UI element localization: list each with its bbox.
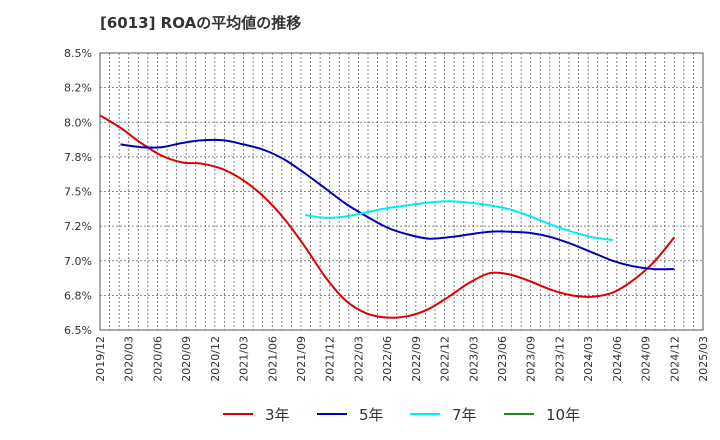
legend-item: 10年 xyxy=(504,402,580,426)
y-tick-label: 7.8% xyxy=(64,151,92,164)
x-tick-label: 2024/03 xyxy=(582,336,595,382)
series-line-2 xyxy=(120,138,675,271)
x-tick-label: 2024/06 xyxy=(611,336,624,382)
legend-item: 7年 xyxy=(410,402,477,426)
x-tick-label: 2022/12 xyxy=(439,336,452,382)
series-line-3 xyxy=(304,200,613,241)
y-tick-label: 6.8% xyxy=(64,289,92,302)
x-tick-label: 2024/12 xyxy=(668,336,681,382)
y-tick-label: 7.0% xyxy=(64,255,92,268)
y-tick-label: 8.5% xyxy=(64,47,92,60)
legend-swatch xyxy=(504,413,534,415)
x-tick-label: 2020/03 xyxy=(123,336,136,382)
y-tick-label: 6.5% xyxy=(64,324,92,337)
chart-title: [6013] ROAの平均値の推移 xyxy=(100,14,302,32)
x-tick-label: 2022/03 xyxy=(352,336,365,382)
x-tick-label: 2021/09 xyxy=(295,336,308,382)
x-tick-label: 2024/09 xyxy=(640,336,653,382)
x-tick-label: 2023/12 xyxy=(553,336,566,382)
legend-label: 7年 xyxy=(452,405,477,424)
legend-label: 5年 xyxy=(359,405,384,424)
legend-label: 3年 xyxy=(265,405,290,424)
x-tick-label: 2021/03 xyxy=(238,336,251,382)
legend-item: 3年 xyxy=(223,402,290,426)
y-tick-label: 7.5% xyxy=(64,186,92,199)
x-tick-label: 2020/12 xyxy=(209,336,222,382)
x-tick-label: 2023/06 xyxy=(496,336,509,382)
x-tick-label: 2020/06 xyxy=(151,336,164,382)
x-tick-label: 2025/03 xyxy=(697,336,710,382)
x-tick-label: 2020/09 xyxy=(180,336,193,382)
y-tick-label: 7.2% xyxy=(64,220,92,233)
legend-item: 5年 xyxy=(317,402,384,426)
x-tick-label: 2023/03 xyxy=(467,336,480,382)
y-tick-label: 8.2% xyxy=(64,82,92,95)
x-tick-label: 2019/12 xyxy=(94,336,107,382)
x-tick-label: 2022/06 xyxy=(381,336,394,382)
legend-label: 10年 xyxy=(546,405,581,424)
legend-swatch xyxy=(317,413,347,415)
x-tick-label: 2021/06 xyxy=(266,336,279,382)
x-tick-label: 2022/09 xyxy=(410,336,423,382)
legend: 3年 5年 7年 10年 xyxy=(0,402,720,426)
legend-swatch xyxy=(223,413,253,415)
x-tick-label: 2023/09 xyxy=(525,336,538,382)
series-line-1 xyxy=(99,114,676,319)
legend-swatch xyxy=(410,413,440,415)
x-tick-label: 2021/12 xyxy=(324,336,337,382)
y-tick-label: 8.0% xyxy=(64,116,92,129)
